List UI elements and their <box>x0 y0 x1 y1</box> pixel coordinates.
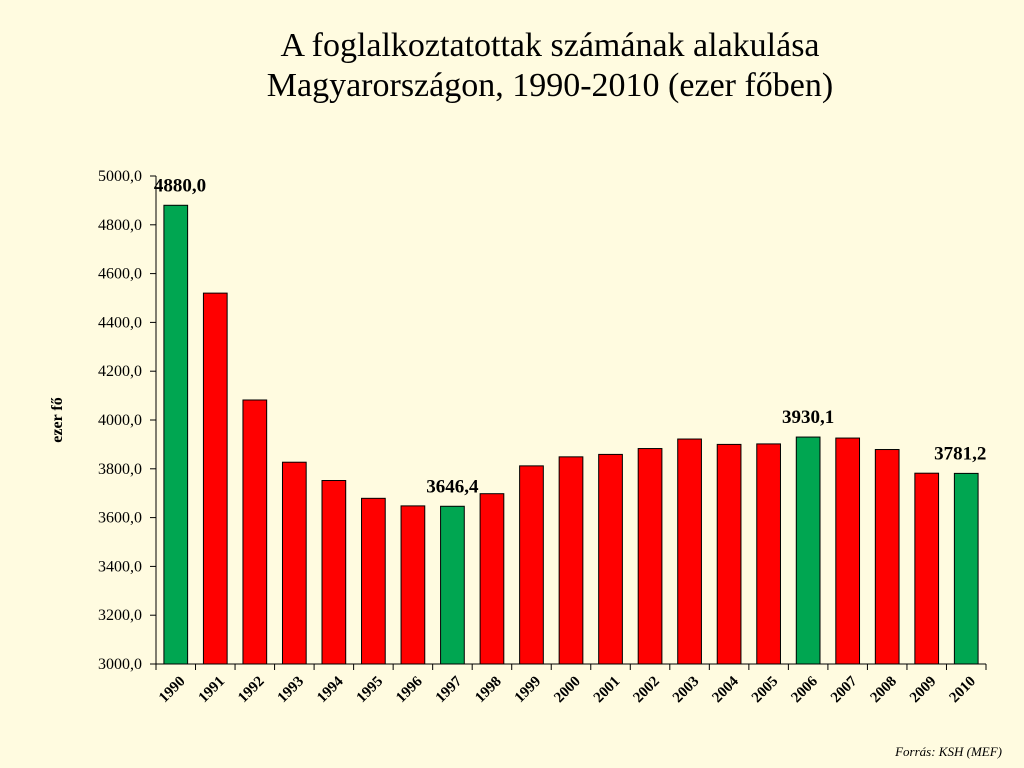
title-line-1: A foglalkoztatottak számának alakulása <box>280 27 820 64</box>
data-labels: 4880,0 3646,4 3930,1 3781,2 <box>154 175 986 497</box>
y-tick-label: 4200,0 <box>98 363 142 380</box>
y-tick-label: 5000,0 <box>98 168 142 185</box>
x-tick-label: 1999 <box>512 674 545 707</box>
x-tick-label: 2010 <box>947 674 980 707</box>
bar-2000 <box>558 456 584 665</box>
slide-title: A foglalkoztatottak számának alakulása M… <box>0 26 1024 106</box>
x-tick-label: 2009 <box>907 674 940 707</box>
bar-2001 <box>598 453 623 665</box>
y-tick-label: 3200,0 <box>98 607 142 624</box>
bar-2005 <box>756 443 781 665</box>
y-axis-ticks: 3000,0 3200,0 3400,0 3600,0 3800,0 4000,0 4200… <box>98 168 156 673</box>
y-tick-label: 3000,0 <box>98 656 142 673</box>
x-tick-label: 2001 <box>591 674 624 707</box>
bar-1998 <box>479 493 505 665</box>
bar-2008 <box>874 449 900 665</box>
bar-2003 <box>677 438 702 665</box>
x-tick-label: 1992 <box>235 674 268 707</box>
x-tick-label: 1998 <box>472 674 505 707</box>
x-tick-label: 1991 <box>196 674 229 707</box>
data-label-2006: 3930,1 <box>782 407 834 428</box>
y-axis-label: ezer fő <box>49 397 66 442</box>
x-tick-label: 1993 <box>275 674 308 707</box>
bar-1997 <box>440 505 465 665</box>
data-label-2010: 3781,2 <box>934 443 986 464</box>
bar-2004 <box>716 443 742 665</box>
x-axis-ticks: 1990 1991 1992 1993 1994 1995 1996 1997 1998 1999… <box>155 664 987 707</box>
x-tick-label: 2007 <box>828 673 861 706</box>
bar-2002 <box>637 448 663 665</box>
bars <box>163 204 979 665</box>
y-tick-label: 3400,0 <box>98 558 142 575</box>
bar-2009 <box>914 472 940 665</box>
bar-1992 <box>242 399 268 665</box>
x-tick-label: 2006 <box>788 673 821 706</box>
x-tick-label: 2008 <box>867 674 900 707</box>
x-tick-label: 2003 <box>670 674 703 707</box>
y-tick-label: 3800,0 <box>98 461 142 478</box>
bar-1991 <box>202 292 228 665</box>
x-tick-label: 2002 <box>630 674 663 707</box>
data-label-1997: 3646,4 <box>426 476 479 497</box>
x-tick-label: 1990 <box>156 674 189 707</box>
bar-1993 <box>281 461 307 665</box>
x-tick-label: 1996 <box>393 673 426 706</box>
x-tick-label: 1994 <box>314 673 347 706</box>
x-tick-label: 2004 <box>709 673 742 706</box>
x-tick-label: 2005 <box>749 674 782 707</box>
x-tick-label: 1995 <box>354 674 387 707</box>
bar-1994 <box>321 480 347 665</box>
x-tick-label: 1997 <box>433 673 466 706</box>
bar-2007 <box>835 437 861 665</box>
x-tick-label: 2000 <box>551 674 584 707</box>
title-line-2: Magyarországon, 1990-2010 (ezer főben) <box>266 67 834 104</box>
data-label-1990: 4880,0 <box>154 175 206 196</box>
bar-1996 <box>400 505 426 665</box>
bar-1990 <box>163 204 189 665</box>
bar-2006 <box>795 436 821 665</box>
bar-2010 <box>953 472 979 665</box>
y-tick-label: 4600,0 <box>98 266 142 283</box>
y-tick-label: 4000,0 <box>98 412 142 429</box>
y-tick-label: 4400,0 <box>98 314 142 331</box>
y-tick-label: 3600,0 <box>98 510 142 527</box>
y-tick-label: 4800,0 <box>98 217 142 234</box>
source-note: Forrás: KSH (MEF) <box>895 744 1002 759</box>
bar-1995 <box>361 497 386 665</box>
bar-1999 <box>519 465 544 665</box>
